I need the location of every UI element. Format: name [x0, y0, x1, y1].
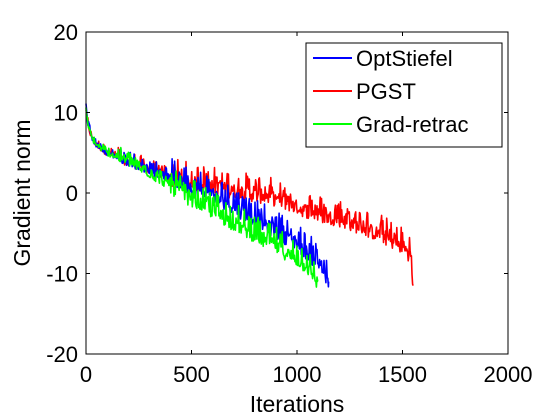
- legend-label: Grad-retrac: [356, 112, 468, 137]
- series-line-pgst: [85, 109, 414, 286]
- y-axis-label: Gradient norm: [9, 119, 35, 266]
- ticks-layer: 0 500 1000 1500 2000 -20 -10 0 10 20: [46, 20, 532, 387]
- y-tick-label: -10: [46, 262, 78, 287]
- y-tick-label: 10: [54, 101, 78, 126]
- y-tick-label: -20: [46, 342, 78, 367]
- series-line-grad-retrac: [85, 107, 319, 288]
- x-tick-label: 2000: [484, 362, 533, 387]
- x-tick-label: 500: [173, 362, 210, 387]
- legend-label: PGST: [356, 79, 416, 104]
- legend-label: OptStiefel: [356, 46, 453, 71]
- x-axis-label: Iterations: [250, 391, 345, 417]
- y-tick-label: 20: [54, 20, 78, 45]
- y-tick-label: 0: [66, 181, 78, 206]
- series-line-optstiefel: [85, 103, 330, 288]
- legend: OptStiefel PGST Grad-retrac: [305, 42, 503, 148]
- x-tick-label: 0: [80, 362, 92, 387]
- x-tick-label: 1000: [273, 362, 322, 387]
- series-layer: [85, 103, 414, 288]
- x-tick-label: 1500: [378, 362, 427, 387]
- legend-box: [305, 42, 503, 148]
